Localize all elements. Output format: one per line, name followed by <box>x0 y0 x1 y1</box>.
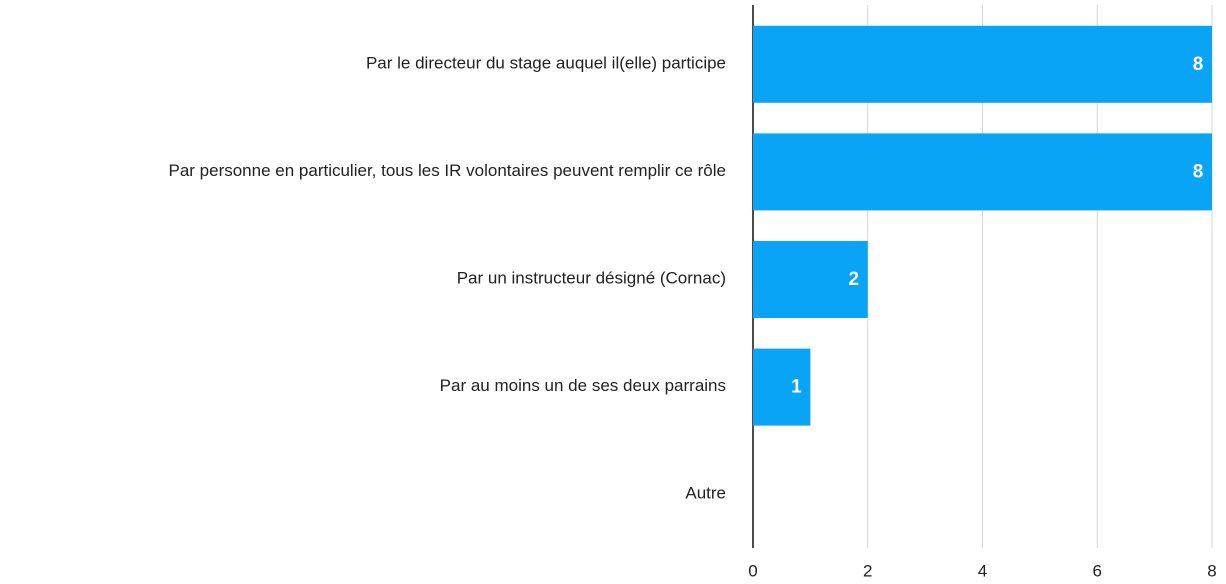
y-tick-label: Autre <box>685 484 726 503</box>
data-label: 2 <box>848 269 859 290</box>
bar <box>753 133 1212 211</box>
data-label: 8 <box>1193 54 1204 75</box>
y-tick-label: Par un instructeur désigné (Cornac) <box>457 268 726 287</box>
y-tick-label: Par personne en particulier, tous les IR… <box>168 161 726 180</box>
x-tick-label: 8 <box>1207 561 1216 580</box>
bar <box>753 348 811 426</box>
y-tick-label: Par au moins un de ses deux parrains <box>440 376 726 395</box>
data-label: 1 <box>791 377 802 398</box>
x-tick-label: 6 <box>1093 561 1102 580</box>
x-tick-label: 4 <box>978 561 987 580</box>
y-tick-label: Par le directeur du stage auquel il(elle… <box>366 53 726 72</box>
data-label: 8 <box>1193 161 1204 182</box>
x-tick-label: 0 <box>748 561 757 580</box>
bar <box>753 25 1212 103</box>
bar <box>753 241 868 318</box>
x-tick-label: 2 <box>863 561 872 580</box>
